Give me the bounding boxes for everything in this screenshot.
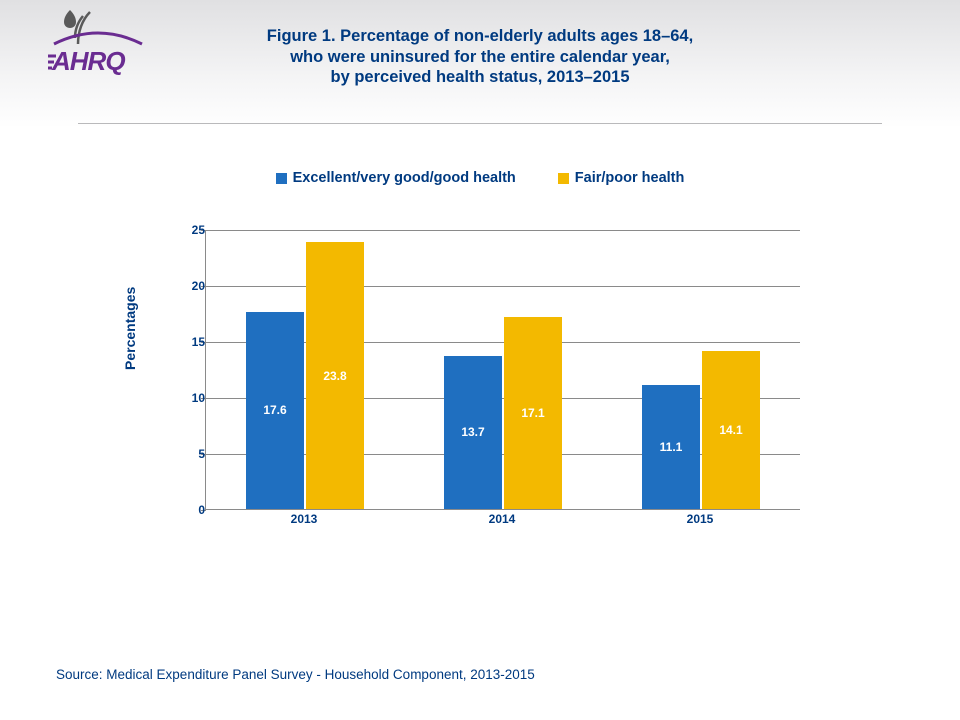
bar-value-label: 11.1 (642, 440, 700, 454)
figure-title: Figure 1. Percentage of non-elderly adul… (0, 26, 960, 88)
source-note: Source: Medical Expenditure Panel Survey… (56, 667, 535, 682)
y-axis-label: Percentages (122, 287, 138, 370)
header-divider (78, 123, 882, 124)
legend-swatch-2 (558, 173, 569, 184)
bar-2015-series-2: 14.1 (702, 351, 760, 509)
title-line-3: by perceived health status, 2013–2015 (0, 67, 960, 88)
bar-value-label: 13.7 (444, 425, 502, 439)
gridline (206, 230, 800, 231)
bar-2013-series-1: 17.6 (246, 312, 304, 509)
ytick-label: 0 (175, 503, 205, 517)
title-line-2: who were uninsured for the entire calend… (0, 47, 960, 68)
bar-value-label: 17.6 (246, 403, 304, 417)
plot-area: 17.6 23.8 13.717.1 11.114.1 (205, 230, 800, 510)
bar-value-label: 14.1 (702, 423, 760, 437)
bar-chart: 17.623.813.717.111.114.1 051015202520132… (185, 220, 805, 540)
bar-2014-series-2: 17.1 (504, 317, 562, 509)
bar-2013-series-2: 23.8 (306, 242, 364, 509)
bar-value-label: 17.1 (504, 406, 562, 420)
bar-value-label: 23.8 (306, 369, 364, 383)
xtick-label: 2013 (291, 512, 318, 526)
gridline (206, 286, 800, 287)
legend-item-series-2: Fair/poor health (558, 170, 685, 186)
ytick-label: 10 (175, 391, 205, 405)
chart-legend: Excellent/very good/good health Fair/poo… (0, 170, 960, 186)
ytick-label: 25 (175, 223, 205, 237)
title-line-1: Figure 1. Percentage of non-elderly adul… (0, 26, 960, 47)
header-band: AHRQ Figure 1. Percentage of non-elderly… (0, 0, 960, 128)
legend-item-series-1: Excellent/very good/good health (276, 170, 516, 186)
bar-2014-series-1: 13.7 (444, 356, 502, 509)
ytick-label: 15 (175, 335, 205, 349)
ytick-label: 20 (175, 279, 205, 293)
legend-swatch-1 (276, 173, 287, 184)
legend-label-2: Fair/poor health (575, 170, 685, 186)
legend-label-1: Excellent/very good/good health (293, 170, 516, 186)
xtick-label: 2015 (687, 512, 714, 526)
ytick-label: 5 (175, 447, 205, 461)
bar-2015-series-1: 11.1 (642, 385, 700, 509)
xtick-label: 2014 (489, 512, 516, 526)
